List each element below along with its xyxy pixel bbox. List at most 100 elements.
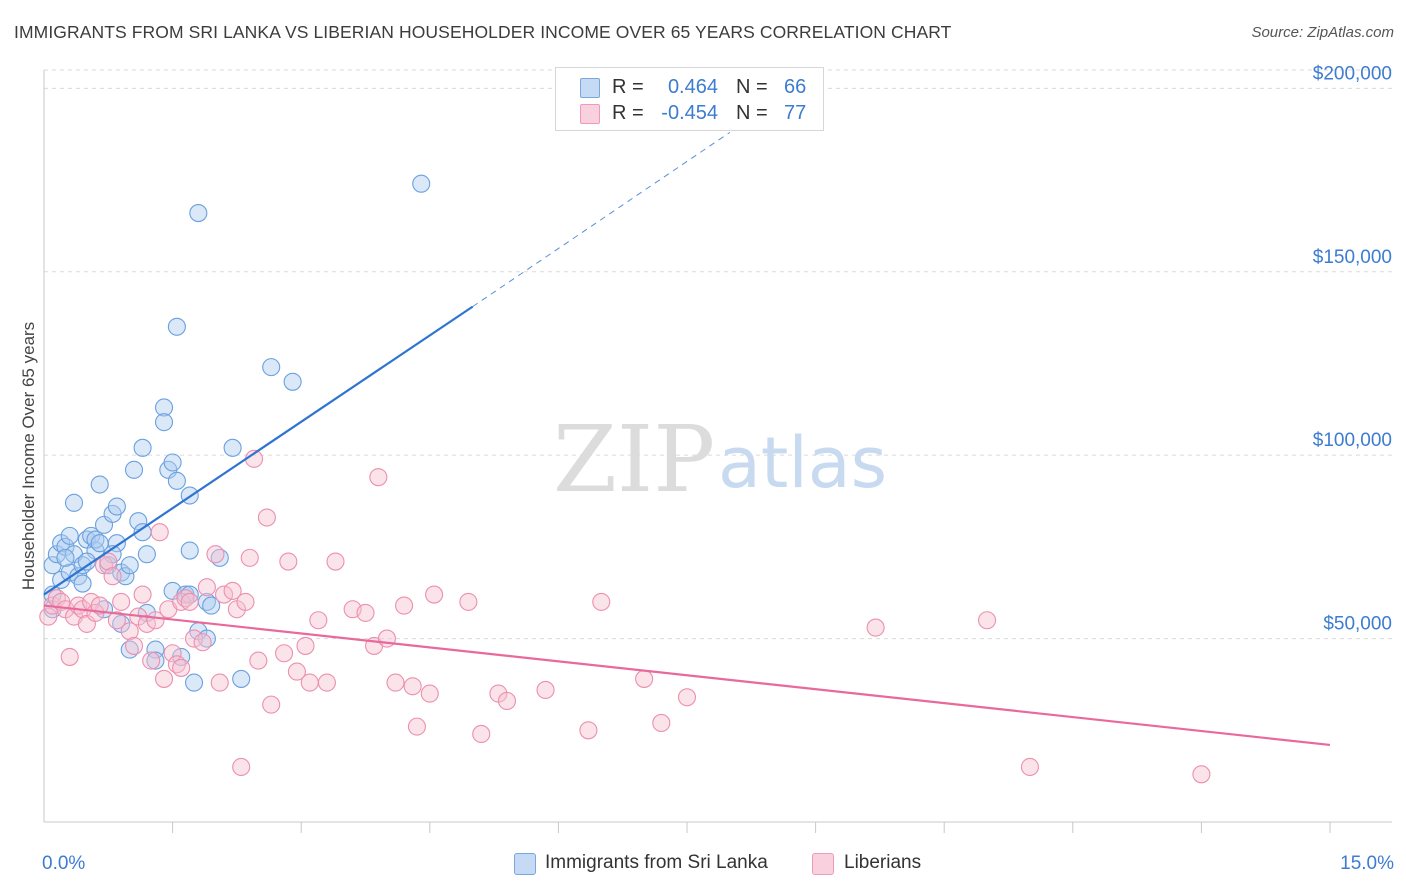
data-point-sri-lanka <box>73 574 92 593</box>
data-point-liberians <box>107 611 126 630</box>
data-point-liberians <box>635 669 654 688</box>
data-point-liberians <box>103 567 122 586</box>
data-point-sri-lanka <box>154 413 174 432</box>
legend-n-label: N = <box>736 76 768 98</box>
data-point-sri-lanka <box>202 596 221 615</box>
data-point-liberians <box>146 611 165 630</box>
data-point-liberians <box>300 673 319 692</box>
data-point-sri-lanka <box>189 204 208 223</box>
data-point-liberians <box>240 548 259 567</box>
data-point-liberians <box>369 468 388 487</box>
data-point-liberians <box>172 658 191 677</box>
data-point-sri-lanka <box>90 475 109 494</box>
data-point-liberians <box>459 592 478 611</box>
legend-n-value: 66 <box>784 76 807 98</box>
data-point-liberians <box>356 603 375 622</box>
data-point-liberians <box>425 585 444 604</box>
legend-r-value: 0.464 <box>667 76 718 98</box>
y-tick-label: $50,000 <box>1323 614 1392 635</box>
data-point-liberians <box>180 592 199 611</box>
trend-lines <box>43 131 1331 747</box>
x-tick-label: 15.0% <box>1340 853 1394 874</box>
data-point-sri-lanka <box>146 651 165 670</box>
bottom-legend-swatch-liberians <box>812 853 834 875</box>
data-point-sri-lanka <box>167 471 186 490</box>
trend-line-sri-lanka <box>43 305 474 596</box>
data-point-sri-lanka <box>184 673 204 692</box>
axes <box>43 70 1392 833</box>
legend-r-label: R = <box>612 76 644 98</box>
data-point-liberians <box>866 618 885 637</box>
data-point-liberians <box>1192 765 1211 784</box>
data-point-liberians <box>386 673 405 692</box>
data-point-liberians <box>497 691 517 710</box>
legend-n-label: N = <box>736 102 768 124</box>
data-point-liberians <box>249 651 268 670</box>
bottom-legend-swatch-sri-lanka <box>514 853 536 875</box>
bottom-legend-label-sri-lanka: Immigrants from Sri Lanka <box>545 852 768 873</box>
source-label: Source: ZipAtlas.com <box>1251 24 1394 41</box>
data-point-sri-lanka <box>107 497 126 516</box>
data-point-liberians <box>124 636 144 655</box>
data-point-sri-lanka <box>137 545 156 564</box>
data-point-liberians <box>197 578 216 597</box>
data-point-liberians <box>287 662 306 681</box>
data-point-sri-lanka <box>56 548 75 567</box>
data-point-liberians <box>150 523 169 542</box>
data-point-liberians <box>275 644 294 663</box>
data-point-liberians <box>206 545 225 564</box>
y-tick-label: $100,000 <box>1313 430 1392 451</box>
data-point-sri-lanka <box>163 453 182 472</box>
data-point-sri-lanka <box>133 438 152 457</box>
data-point-liberians <box>279 552 298 571</box>
legend-row-liberians: R = -0.454 N = 77 <box>556 100 823 128</box>
data-point-sri-lanka <box>120 556 139 575</box>
legend-row-sri-lanka: R = 0.464 N = 66 <box>556 74 823 102</box>
data-point-liberians <box>652 713 671 733</box>
data-point-sri-lanka <box>262 358 281 377</box>
data-point-liberians <box>536 680 555 699</box>
data-point-liberians <box>39 607 58 626</box>
data-point-liberians <box>579 721 598 740</box>
data-point-liberians <box>262 695 281 714</box>
data-point-liberians <box>112 592 131 611</box>
correlation-legend: R = 0.464 N = 66 R = -0.454 N = 77 <box>555 67 824 131</box>
data-point-sri-lanka <box>60 526 79 545</box>
legend-r-label: R = <box>612 102 644 124</box>
data-point-liberians <box>133 585 152 604</box>
y-tick-label: $200,000 <box>1313 63 1392 84</box>
data-point-liberians <box>142 651 161 670</box>
series-liberians-points <box>39 449 1211 784</box>
data-point-liberians <box>193 633 212 652</box>
data-point-liberians <box>60 647 79 666</box>
data-point-liberians <box>99 552 118 571</box>
data-point-liberians <box>236 592 255 611</box>
data-point-sri-lanka <box>129 512 148 531</box>
data-point-sri-lanka <box>64 493 84 512</box>
data-point-liberians <box>317 673 336 692</box>
legend-swatch-liberians <box>580 104 600 124</box>
data-point-sri-lanka <box>167 317 186 336</box>
x-tick-label: 0.0% <box>42 853 85 874</box>
legend-n-value: 77 <box>784 102 807 124</box>
data-point-liberians <box>257 508 276 527</box>
data-point-liberians <box>232 757 251 777</box>
data-point-liberians <box>90 596 109 615</box>
data-point-liberians <box>326 552 345 571</box>
data-point-sri-lanka <box>124 460 144 479</box>
data-point-liberians <box>420 684 439 703</box>
data-point-sri-lanka <box>116 567 135 586</box>
data-point-liberians <box>407 717 426 736</box>
y-tick-label: $150,000 <box>1313 247 1392 268</box>
data-point-liberians <box>377 629 396 648</box>
legend-swatch-sri-lanka <box>580 78 600 98</box>
data-point-liberians <box>403 677 422 696</box>
watermark-zip: ZIP <box>553 406 715 513</box>
data-point-sri-lanka <box>223 438 242 457</box>
trend-line-liberians <box>43 604 1331 747</box>
data-point-liberians <box>677 688 697 707</box>
trend-line-sri-lanka-extension <box>472 131 731 308</box>
data-point-sri-lanka <box>283 372 302 391</box>
data-point-sri-lanka <box>77 552 96 571</box>
